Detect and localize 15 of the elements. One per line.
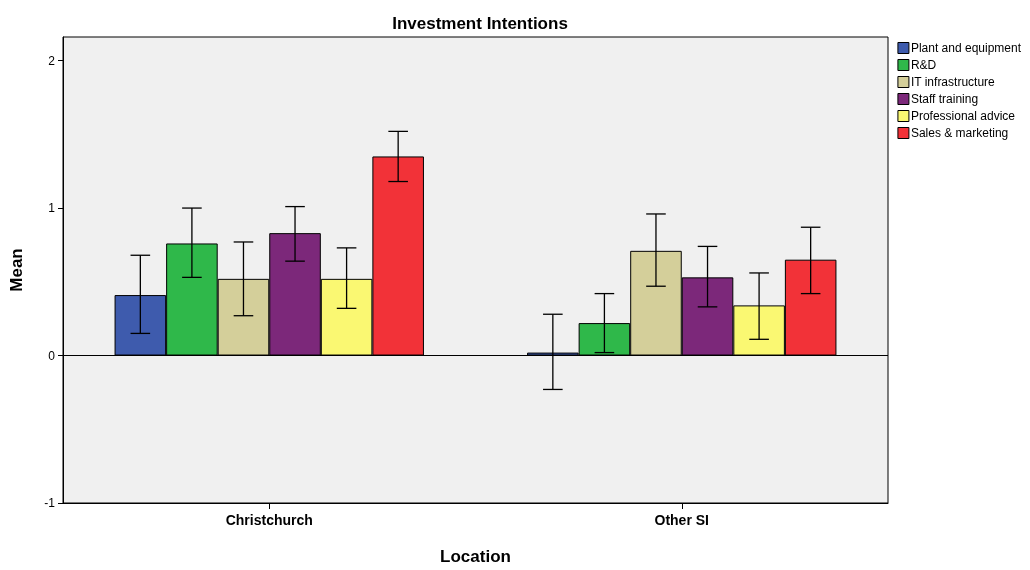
y-tick-label: 1 xyxy=(48,201,56,216)
legend-label: Plant and equipment xyxy=(910,41,1022,55)
legend-label: Sales & marketing xyxy=(910,126,1009,140)
y-axis-title: Mean xyxy=(7,248,26,292)
legend-label: IT infrastructure xyxy=(910,75,996,89)
y-tick-label: 0 xyxy=(48,348,56,363)
y-tick-label: 2 xyxy=(48,53,56,68)
legend-label: R&D xyxy=(910,58,937,72)
legend-label: Professional advice xyxy=(910,109,1016,123)
x-tick-label: Christchurch xyxy=(225,512,313,528)
legend-label: Staff training xyxy=(910,92,979,106)
x-axis-title: Location xyxy=(440,547,511,566)
x-tick-label: Other SI xyxy=(654,512,709,528)
chart-title: Investment Intentions xyxy=(392,14,568,33)
y-tick-label: -1 xyxy=(44,496,56,510)
